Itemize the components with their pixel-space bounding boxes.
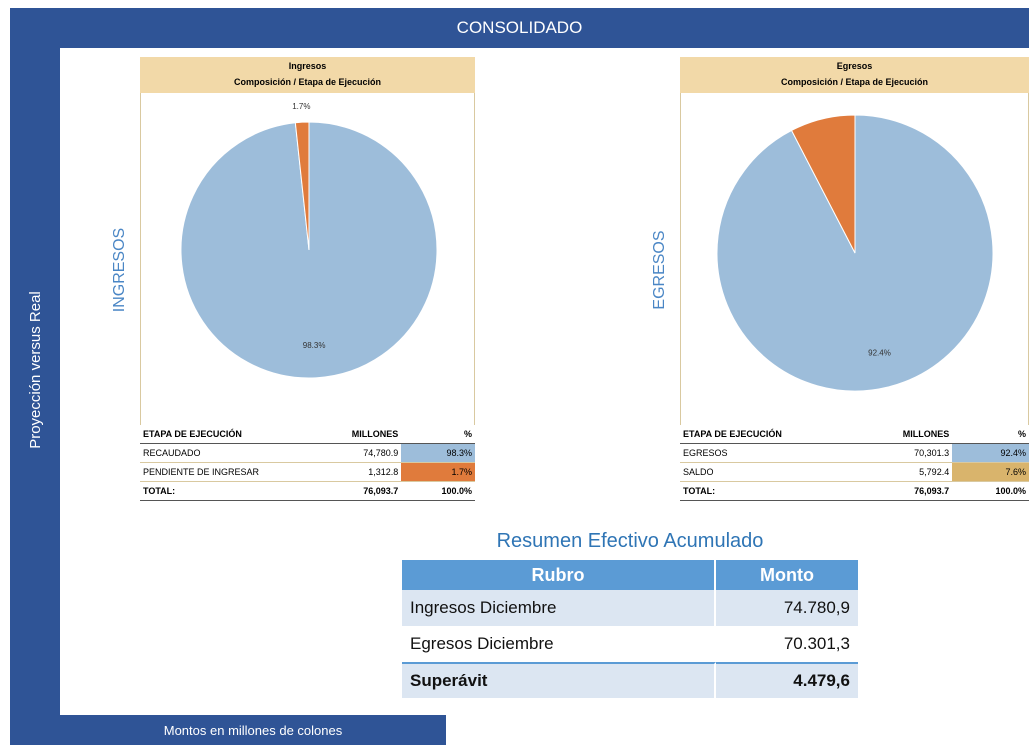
side-bar (10, 8, 60, 745)
table-cell: 7.6% (952, 463, 1029, 482)
footer-bar (60, 715, 446, 745)
table-cell: 74,780.9 (327, 444, 402, 463)
table-cell: 98.3% (401, 444, 475, 463)
table-cell: MILLONES (327, 425, 402, 444)
summary-cell: 70.301,3 (716, 626, 858, 662)
table-cell: 1,312.8 (327, 463, 402, 482)
summary-cell: Egresos Diciembre (402, 626, 716, 662)
panel-title: Egresos (836, 61, 873, 71)
pie-slice (294, 121, 310, 251)
panel-subtitle: Composición / Etapa de Ejecución (780, 77, 929, 87)
table-cell: TOTAL: (680, 482, 876, 501)
table-cell: 76,093.7 (875, 482, 953, 501)
panel-header (140, 57, 475, 93)
top-bar (10, 8, 1029, 48)
summary-cell: 4.479,6 (716, 662, 858, 698)
side-label: EGRESOS (651, 230, 668, 310)
data-label: 1.7% (292, 102, 310, 111)
table-cell: 5,792.4 (875, 463, 953, 482)
data-label: 98.3% (303, 341, 326, 350)
table-cell: 70,301.3 (875, 444, 953, 463)
table-cell: % (401, 425, 475, 444)
footer: Montos en millones de colones (163, 722, 343, 738)
title: CONSOLIDADO (456, 18, 583, 37)
panel-title: Ingresos (288, 61, 327, 71)
table-cell: 1.7% (401, 463, 475, 482)
summary-cell: 74.780,9 (716, 590, 858, 626)
table-cell: ETAPA DE EJECUCIÓN (680, 425, 876, 444)
table-cell: TOTAL: (140, 482, 328, 501)
table-cell: SALDO (680, 463, 876, 482)
table-cell: RECAUDADO (140, 444, 328, 463)
side-label: INGRESOS (111, 227, 128, 313)
summary-cell: Monto (716, 560, 858, 590)
table-cell: ETAPA DE EJECUCIÓN (140, 425, 328, 444)
table-cell: EGRESOS (680, 444, 876, 463)
table-cell: PENDIENTE DE INGRESAR (140, 463, 328, 482)
summary-title: Resumen Efectivo Acumulado (496, 530, 764, 552)
table-cell: % (952, 425, 1029, 444)
table-cell: 76,093.7 (327, 482, 402, 501)
panel-header (680, 57, 1029, 93)
summary-cell: Ingresos Diciembre (402, 590, 716, 626)
table-cell: 100.0% (401, 482, 475, 501)
data-label: 92.4% (868, 349, 891, 358)
panel-subtitle: Composición / Etapa de Ejecución (233, 77, 382, 87)
summary-cell: Rubro (402, 560, 716, 590)
table-cell: 100.0% (952, 482, 1029, 501)
table-cell: MILLONES (875, 425, 953, 444)
pie-slice (790, 114, 856, 254)
summary-cell: Superávit (402, 662, 716, 698)
table-cell: 92.4% (952, 444, 1029, 463)
